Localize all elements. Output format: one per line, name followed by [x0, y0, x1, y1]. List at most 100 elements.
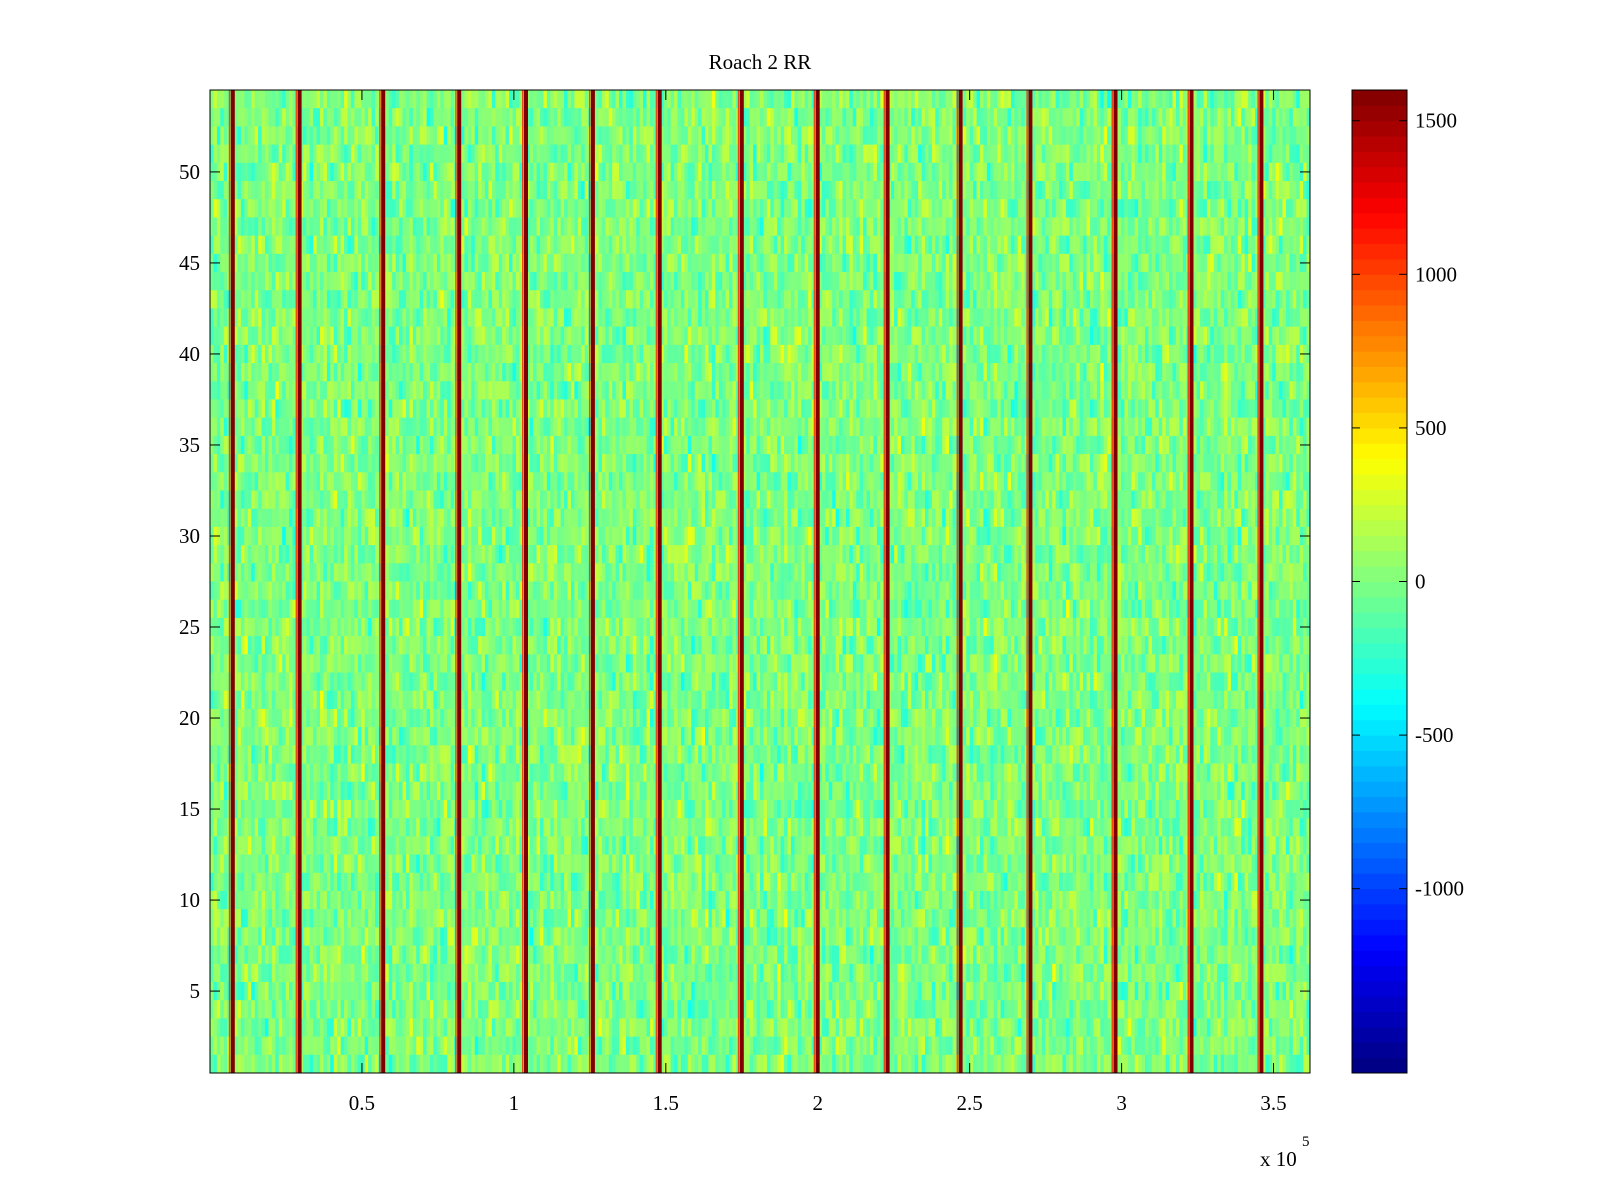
heatmap-cell: [708, 163, 712, 182]
heatmap-cell: [1183, 254, 1187, 273]
heatmap-cell: [492, 236, 496, 255]
heatmap-cell: [1200, 217, 1204, 236]
heatmap-cell: [595, 90, 599, 109]
heatmap-cell: [942, 272, 946, 291]
heatmap-cell: [612, 108, 616, 127]
heatmap-cell: [684, 181, 688, 200]
heatmap-cell: [726, 254, 730, 273]
heatmap-cell: [595, 181, 599, 200]
heatmap-cell: [939, 272, 943, 291]
heatmap-cell: [1073, 199, 1077, 218]
heatmap-cell: [1038, 145, 1042, 164]
heatmap-cell: [781, 217, 785, 236]
heatmap-cell: [629, 90, 633, 109]
heatmap-cell: [640, 363, 644, 382]
heatmap-cell: [705, 327, 709, 346]
heatmap-cell: [361, 327, 365, 346]
heatmap-cell: [839, 90, 843, 109]
heatmap-cell: [609, 126, 613, 145]
heatmap-cell: [1069, 108, 1073, 127]
heatmap-cell: [612, 145, 616, 164]
heatmap-cell: [1076, 254, 1080, 273]
heatmap-cell: [873, 236, 877, 255]
heatmap-cell: [898, 236, 902, 255]
heatmap-cell: [1038, 90, 1042, 109]
heatmap-cell: [279, 90, 283, 109]
heatmap-cell: [361, 199, 365, 218]
heatmap-cell: [220, 126, 224, 145]
heatmap-cell: [334, 181, 338, 200]
heatmap-cell: [313, 108, 317, 127]
heatmap-cell: [925, 345, 929, 364]
heatmap-cell: [1296, 236, 1300, 255]
heatmap-cell: [482, 272, 486, 291]
heatmap-cell: [671, 327, 675, 346]
heatmap-cell: [750, 345, 754, 364]
heatmap-cell: [719, 272, 723, 291]
heatmap-cell: [904, 181, 908, 200]
heatmap-cell: [750, 254, 754, 273]
heatmap-cell: [633, 290, 637, 309]
heatmap-cell: [1221, 236, 1225, 255]
heatmap-cell: [715, 290, 719, 309]
heatmap-cell: [213, 272, 217, 291]
heatmap-cell: [1210, 236, 1214, 255]
heatmap-cell: [1289, 126, 1293, 145]
heatmap-cell: [733, 327, 737, 346]
heatmap-cell: [719, 308, 723, 327]
heatmap-cell: [708, 345, 712, 364]
heatmap-cell: [626, 108, 630, 127]
heatmap-cell: [1104, 327, 1108, 346]
heatmap-cell: [825, 272, 829, 291]
heatmap-cell: [671, 126, 675, 145]
heatmap-cell: [323, 308, 327, 327]
heatmap-cell: [1069, 199, 1073, 218]
heatmap-cell: [1207, 236, 1211, 255]
heatmap-cell: [571, 363, 575, 382]
heatmap-cell: [217, 181, 221, 200]
heatmap-cell: [1148, 90, 1152, 109]
heatmap-cell: [843, 108, 847, 127]
heatmap-cell: [1011, 254, 1015, 273]
heatmap-cell: [406, 272, 410, 291]
heatmap-cell: [509, 163, 513, 182]
heatmap-cell: [839, 363, 843, 382]
heatmap-cell: [1210, 345, 1214, 364]
heatmap-cell: [282, 90, 286, 109]
heatmap-cell: [1173, 90, 1177, 109]
heatmap-cell: [330, 163, 334, 182]
heatmap-cell: [1272, 145, 1276, 164]
heatmap-cell: [867, 163, 871, 182]
heatmap-cell: [502, 163, 506, 182]
heatmap-cell: [612, 345, 616, 364]
heatmap-cell: [275, 272, 279, 291]
heatmap-cell: [733, 145, 737, 164]
heatmap-cell: [289, 126, 293, 145]
heatmap-cell: [392, 145, 396, 164]
heatmap-cell: [451, 236, 455, 255]
heatmap-cell: [361, 108, 365, 127]
heatmap-cell: [1059, 90, 1063, 109]
heatmap-cell: [506, 90, 510, 109]
heatmap-cell: [471, 217, 475, 236]
heatmap-cell: [722, 126, 726, 145]
heatmap-cell: [829, 327, 833, 346]
heatmap-cell: [1269, 181, 1273, 200]
heatmap-cell: [898, 327, 902, 346]
heatmap-cell: [409, 163, 413, 182]
heatmap-cell: [220, 363, 224, 382]
heatmap-cell: [416, 345, 420, 364]
heatmap-cell: [554, 327, 558, 346]
heatmap-cell: [282, 236, 286, 255]
heatmap-cell: [547, 308, 551, 327]
heatmap-cell: [313, 181, 317, 200]
heatmap-cell: [598, 217, 602, 236]
heatmap-cell: [464, 327, 468, 346]
heatmap-cell: [650, 345, 654, 364]
heatmap-cell: [908, 163, 912, 182]
heatmap-cell: [753, 254, 757, 273]
heatmap-cell: [990, 181, 994, 200]
heatmap-cell: [763, 272, 767, 291]
heatmap-cell: [1173, 254, 1177, 273]
heatmap-cell: [543, 126, 547, 145]
